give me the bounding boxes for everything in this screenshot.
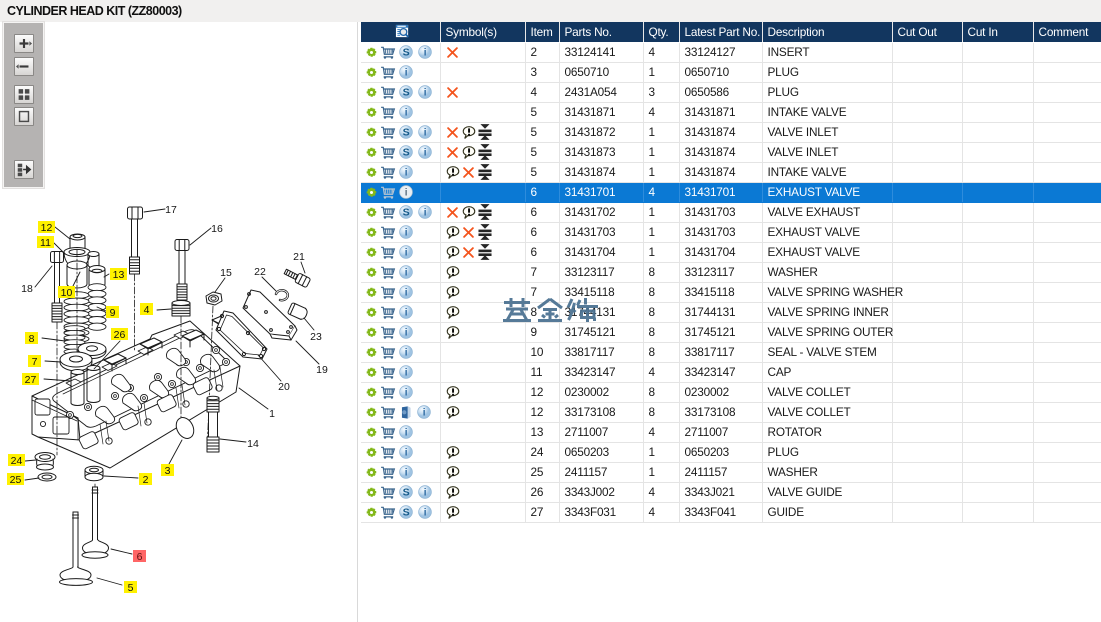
svg-text:26: 26 xyxy=(114,329,126,341)
svg-text:i: i xyxy=(423,408,426,419)
svg-text:6: 6 xyxy=(137,551,143,563)
svg-text:S: S xyxy=(403,127,410,139)
svg-text:S: S xyxy=(403,487,410,499)
svg-text:12: 12 xyxy=(41,222,53,234)
svg-text:i: i xyxy=(405,328,408,339)
svg-text:i: i xyxy=(405,68,408,79)
svg-text:i: i xyxy=(405,368,408,379)
svg-text:i: i xyxy=(424,88,427,99)
svg-text:i: i xyxy=(405,168,408,179)
svg-text:21: 21 xyxy=(293,251,305,263)
svg-text:i: i xyxy=(405,348,408,359)
svg-text:7: 7 xyxy=(32,356,38,368)
svg-text:S: S xyxy=(403,87,410,99)
svg-text:i: i xyxy=(405,308,408,319)
svg-text:16: 16 xyxy=(211,223,223,235)
svg-text:i: i xyxy=(424,208,427,219)
svg-text:i: i xyxy=(405,188,408,199)
svg-text:i: i xyxy=(405,268,408,279)
svg-text:20: 20 xyxy=(278,381,290,393)
svg-text:19: 19 xyxy=(316,364,328,376)
svg-text:i: i xyxy=(424,128,427,139)
svg-text:S: S xyxy=(403,147,410,159)
svg-text:27: 27 xyxy=(25,374,37,386)
svg-text:S: S xyxy=(403,47,410,59)
svg-text:3: 3 xyxy=(165,465,171,477)
svg-text:15: 15 xyxy=(220,267,232,279)
svg-text:i: i xyxy=(405,248,408,259)
svg-text:1: 1 xyxy=(269,408,275,420)
svg-text:25: 25 xyxy=(10,474,22,486)
svg-text:i: i xyxy=(405,108,408,119)
svg-text:9: 9 xyxy=(110,307,116,319)
svg-text:4: 4 xyxy=(144,304,150,316)
svg-text:i: i xyxy=(405,448,408,459)
svg-text:i: i xyxy=(424,48,427,59)
svg-text:24: 24 xyxy=(11,455,23,467)
svg-text:i: i xyxy=(405,468,408,479)
svg-text:23: 23 xyxy=(310,331,322,343)
svg-text:S: S xyxy=(403,207,410,219)
svg-text:i: i xyxy=(405,388,408,399)
svg-text:i: i xyxy=(424,508,427,519)
svg-text:18: 18 xyxy=(21,283,33,295)
svg-text:5: 5 xyxy=(128,582,134,594)
svg-text:S: S xyxy=(403,507,410,519)
svg-text:22: 22 xyxy=(254,266,266,278)
svg-text:8: 8 xyxy=(29,333,35,345)
svg-text:14: 14 xyxy=(247,438,259,450)
svg-text:11: 11 xyxy=(40,237,51,249)
svg-text:i: i xyxy=(424,488,427,499)
svg-text:i: i xyxy=(405,428,408,439)
svg-text:2: 2 xyxy=(143,474,149,486)
svg-text:i: i xyxy=(424,148,427,159)
svg-text:17: 17 xyxy=(165,204,177,216)
svg-text:i: i xyxy=(405,228,408,239)
svg-text:13: 13 xyxy=(113,269,125,281)
svg-text:i: i xyxy=(405,288,408,299)
svg-text:10: 10 xyxy=(61,287,73,299)
